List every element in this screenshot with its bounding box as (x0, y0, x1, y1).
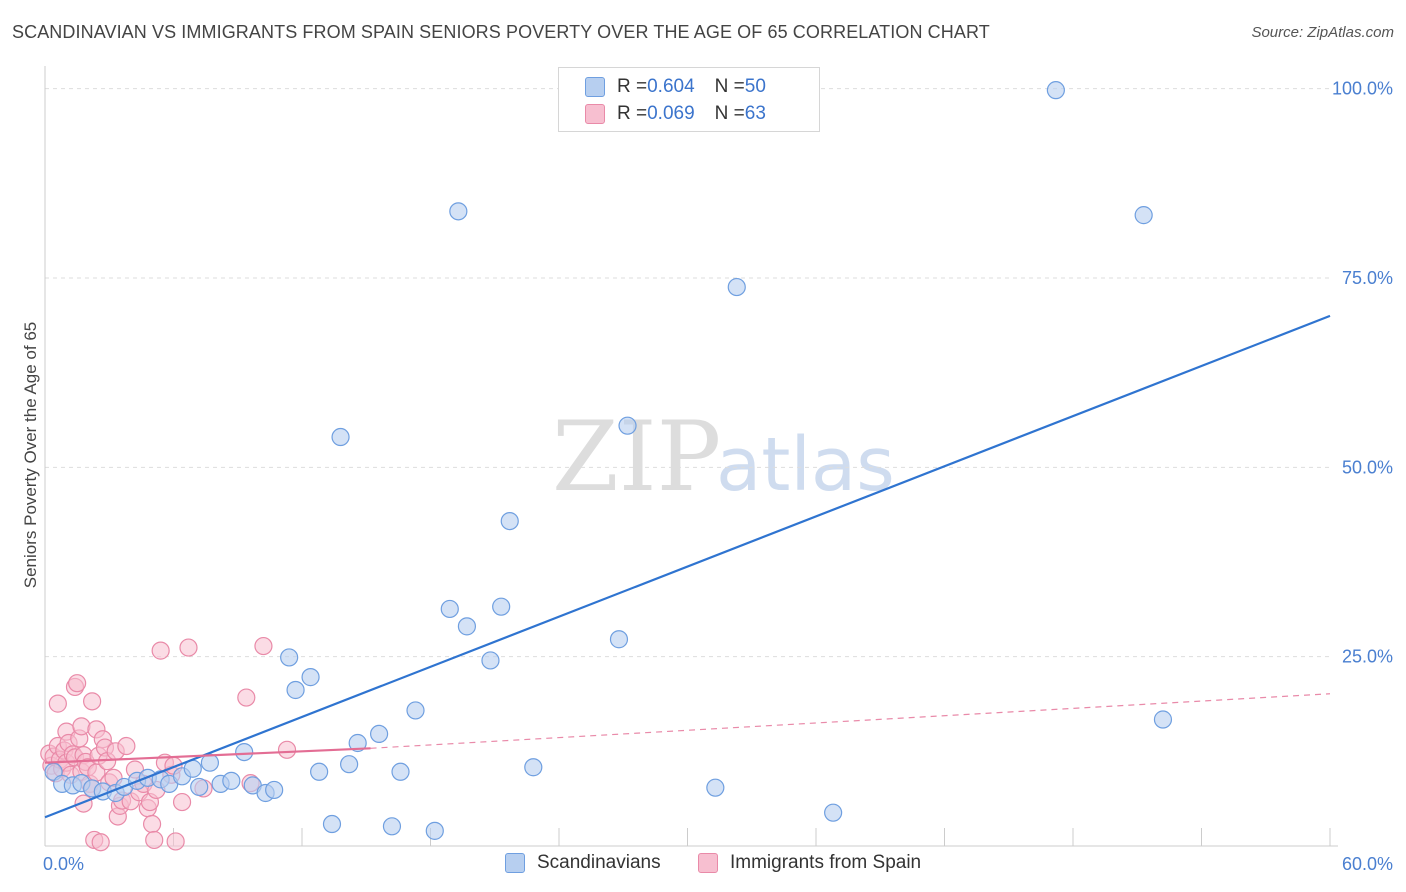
trend-line-scandinavians (44, 314, 1331, 819)
data-point-scandinavians (200, 753, 220, 772)
data-point-scandinavians (618, 416, 637, 435)
trend-line-immigrants-from-spain (44, 747, 371, 764)
data-point-scandinavians (190, 777, 209, 797)
data-point-immigrants-from-spain (68, 674, 87, 693)
y-axis-label: Seniors Poverty Over the Age of 65 (21, 322, 40, 588)
data-point-immigrants-from-spain (166, 832, 185, 851)
y-tick-label: 25.0% (1342, 647, 1393, 667)
legend-r-label: R = (617, 103, 648, 124)
y-tick-label: 75.0% (1342, 268, 1393, 288)
legend-n-label: N = (714, 76, 745, 97)
data-point-scandinavians (1134, 206, 1153, 225)
data-point-immigrants-from-spain (145, 830, 164, 850)
x-tick-label: 0.0% (43, 854, 84, 874)
data-point-scandinavians (265, 780, 284, 800)
data-point-scandinavians (727, 277, 746, 297)
axes (44, 66, 1338, 847)
chart-source: Source: ZipAtlas.com (1251, 24, 1394, 41)
y-tick-label: 100.0% (1332, 79, 1393, 99)
data-point-immigrants-from-spain (277, 740, 297, 759)
data-point-scandinavians (310, 762, 329, 781)
legend-row-immigrants-from-spain: R = 0.069 N = 63 (585, 102, 766, 126)
data-point-scandinavians (370, 724, 389, 744)
data-point-scandinavians (457, 617, 477, 636)
legend-n-label: N = (714, 103, 745, 124)
data-point-scandinavians (348, 733, 367, 753)
data-point-immigrants-from-spain (172, 792, 192, 812)
data-point-scandinavians (500, 511, 519, 531)
correlation-legend: R = 0.604 N = 50 R = 0.069 N = 63 (558, 67, 820, 132)
legend-n-value: 50 (744, 76, 766, 97)
data-point-scandinavians (1153, 710, 1173, 729)
tick-labels: 25.0% 50.0% 75.0% 100.0% 0.0% 60.0% (43, 79, 1393, 874)
legend-r-label: R = (617, 76, 648, 97)
data-point-scandinavians (340, 755, 359, 774)
data-point-immigrants-from-spain (48, 694, 67, 713)
data-point-scandinavians (481, 651, 500, 670)
data-point-scandinavians (322, 814, 342, 834)
data-point-immigrants-from-spain (254, 636, 273, 656)
data-point-scandinavians (286, 680, 305, 700)
legend-swatch-blue (585, 77, 605, 97)
data-point-immigrants-from-spain (72, 717, 91, 736)
data-point-scandinavians (301, 668, 320, 687)
trend-lines (44, 314, 1331, 819)
legend-swatch-blue (505, 853, 525, 873)
x-tick-label: 60.0% (1342, 854, 1393, 874)
y-tick-label: 50.0% (1342, 457, 1393, 477)
legend-swatch-pink (585, 104, 605, 124)
data-point-immigrants-from-spain (91, 833, 110, 852)
data-point-scandinavians (824, 803, 843, 822)
series-legend: Scandinavians Immigrants from Spain (0, 852, 1406, 878)
data-point-immigrants-from-spain (142, 814, 162, 834)
legend-item-label: Immigrants from Spain (730, 852, 922, 873)
data-point-scandinavians (706, 778, 725, 797)
data-point-scandinavians (406, 701, 425, 720)
watermark-zip: ZIP (552, 401, 721, 513)
legend-r-value: 0.069 (647, 103, 695, 124)
data-point-scandinavians (524, 758, 543, 777)
data-point-scandinavians (440, 599, 459, 619)
legend-row-scandinavians: R = 0.604 N = 50 (585, 75, 766, 99)
trend-line-immigrants-from-spain-extension (370, 693, 1331, 749)
data-point-immigrants-from-spain (74, 794, 93, 813)
data-point-scandinavians (391, 762, 410, 781)
data-point-scandinavians (382, 817, 402, 836)
data-point-scandinavians (609, 630, 629, 649)
data-point-immigrants-from-spain (117, 736, 136, 756)
legend-item-label: Scandinavians (537, 852, 661, 873)
data-point-immigrants-from-spain (151, 641, 170, 660)
data-point-immigrants-from-spain (83, 692, 102, 711)
legend-swatch-pink (698, 853, 718, 873)
data-point-immigrants-from-spain (179, 638, 198, 657)
data-point-scandinavians (222, 771, 241, 790)
series-immigrants-from-spain (40, 636, 297, 852)
data-point-scandinavians (425, 821, 444, 840)
legend-n-value: 63 (744, 103, 766, 124)
legend-r-value: 0.604 (647, 76, 695, 97)
watermark-atlas: atlas (716, 422, 895, 508)
chart-title: SCANDINAVIAN VS IMMIGRANTS FROM SPAIN SE… (12, 22, 990, 42)
data-point-scandinavians (449, 202, 468, 221)
data-point-immigrants-from-spain (237, 688, 256, 707)
data-point-scandinavians (331, 427, 350, 447)
gridlines (45, 88, 1331, 846)
data-point-scandinavians (235, 742, 254, 762)
data-point-scandinavians (492, 597, 511, 616)
legend-item-immigrants-from-spain[interactable]: Immigrants from Spain (698, 852, 921, 874)
series-scandinavians (44, 81, 1173, 840)
data-point-scandinavians (1046, 81, 1065, 100)
legend-item-scandinavians[interactable]: Scandinavians (505, 852, 661, 874)
data-point-scandinavians (280, 648, 299, 667)
